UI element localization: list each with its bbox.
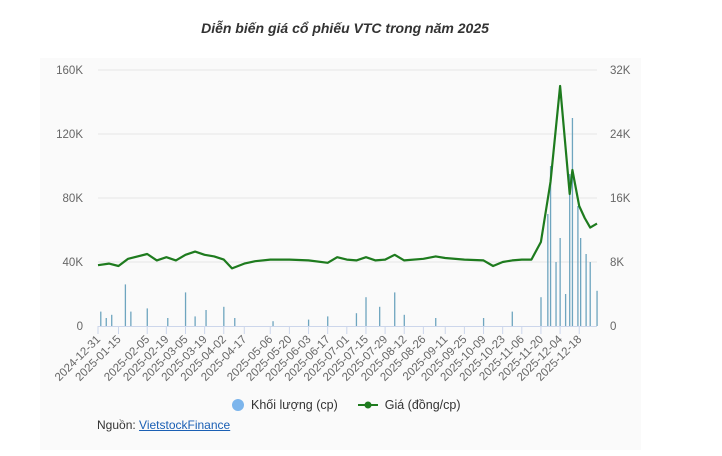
price-line [97, 84, 598, 270]
volume-bar [585, 254, 587, 326]
volume-bar [327, 316, 329, 326]
volume-bar [234, 318, 236, 326]
legend-item-price[interactable]: Giá (đồng/cp) [357, 398, 461, 412]
volume-bar [555, 262, 557, 326]
volume-bar [223, 306, 225, 326]
source-link[interactable]: VietstockFinance [139, 418, 231, 432]
volume-bar [100, 311, 102, 326]
y-right-tick-label: 0 [610, 321, 616, 333]
y-right-tick-label: 16K [610, 193, 631, 205]
y-left-tick-label: 120K [56, 129, 83, 141]
source-note: Nguồn: VietstockFinance [97, 418, 230, 432]
volume-bar [569, 174, 571, 326]
volume-bar [272, 321, 274, 326]
volume-bar [105, 318, 107, 326]
volume-bar [167, 318, 169, 326]
volume-bar [549, 166, 552, 326]
source-prefix: Nguồn: [97, 418, 136, 432]
volume-bar [355, 313, 358, 326]
volume-bar [184, 292, 187, 326]
legend-item-volume[interactable]: Khối lượng (cp) [232, 398, 338, 412]
volume-bar [540, 297, 542, 326]
volume-bar [435, 318, 437, 326]
legend-price-label: Giá (đồng/cp) [384, 398, 461, 412]
volume-bar [511, 311, 513, 326]
y-left-tick-label: 40K [63, 257, 84, 269]
volume-bar [571, 118, 574, 326]
y-left-tick-label: 160K [56, 65, 83, 77]
volume-bar [577, 206, 579, 326]
volume-bar [547, 214, 549, 326]
volume-bar [482, 318, 485, 326]
volume-bar [194, 316, 196, 326]
y-right-tick-label: 8K [610, 257, 624, 269]
legend: Khối lượng (cp) Giá (đồng/cp) [232, 398, 460, 412]
y-right-tick-label: 24K [610, 129, 631, 141]
y-left-tick-label: 0 [77, 321, 83, 333]
volume-bar [130, 311, 132, 326]
y-right-tick-label: 32K [610, 65, 631, 77]
volume-bar [307, 319, 310, 326]
volume-bar [205, 310, 207, 326]
legend-volume-label: Khối lượng (cp) [251, 398, 338, 412]
volume-bar [579, 238, 582, 326]
chart-title: Diễn biến giá cổ phiếu VTC trong năm 202… [201, 20, 489, 36]
volume-bar [589, 262, 591, 326]
volume-bar [365, 297, 367, 326]
volume-bar [564, 294, 567, 326]
volume-bar [596, 290, 598, 326]
volume-bar [403, 314, 405, 326]
volume-bar [146, 308, 148, 326]
volume-bar [124, 284, 127, 326]
y-left-tick-label: 80K [63, 193, 84, 205]
volume-legend-dot-icon [232, 399, 244, 411]
volume-bar [559, 238, 561, 326]
chart-panel [40, 58, 641, 450]
volume-bar [379, 306, 381, 326]
volume-bar [111, 314, 113, 326]
volume-bar [394, 292, 396, 326]
price-legend-line-icon [357, 401, 378, 409]
